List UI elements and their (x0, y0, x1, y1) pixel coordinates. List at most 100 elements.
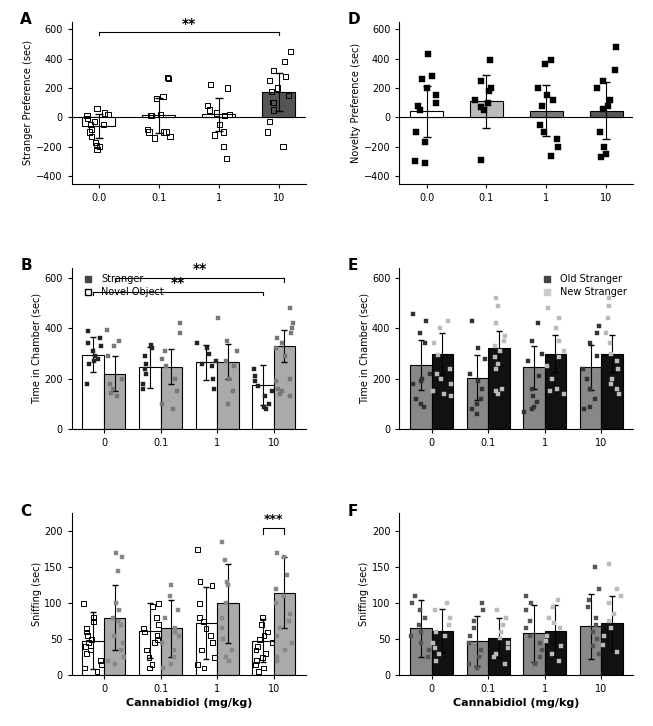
Point (272, 651, 283, 663)
Point (257, 651, 268, 663)
Bar (545, 354, 566, 429)
Point (148, 601, 158, 613)
Point (473, 375, 483, 387)
Point (250, 375, 261, 387)
Point (474, 651, 485, 663)
Point (118, 637, 129, 648)
Point (197, 358, 207, 370)
Point (92, 666, 103, 677)
Point (491, 386, 502, 397)
Point (219, 555, 230, 566)
Point (83, 325, 93, 337)
Point (95, 655, 106, 666)
Point (161, 360, 171, 372)
Point (82, 113, 93, 125)
Point (500, 612, 511, 624)
Point (616, 590, 626, 602)
Point (223, 373, 234, 385)
Bar (590, 111, 623, 118)
Point (261, 404, 271, 415)
Text: D: D (348, 12, 360, 27)
Point (175, 317, 185, 329)
Point (420, 612, 430, 624)
Point (140, 363, 150, 375)
Point (604, 292, 614, 303)
Point (476, 75, 486, 86)
Bar (196, 362, 217, 429)
Point (165, 590, 175, 602)
Bar (82, 355, 104, 429)
Point (502, 637, 513, 648)
Bar (161, 367, 182, 429)
Point (95, 141, 105, 152)
Point (436, 373, 447, 385)
Point (285, 373, 295, 385)
Point (556, 640, 566, 652)
Point (582, 601, 593, 613)
Point (101, 324, 112, 335)
Point (612, 646, 622, 658)
Point (264, 116, 275, 128)
Point (591, 612, 601, 624)
Point (492, 605, 502, 616)
Bar (488, 638, 509, 675)
Point (142, 123, 153, 135)
Point (217, 537, 227, 548)
Point (476, 154, 486, 166)
Bar (470, 101, 503, 118)
Point (86, 131, 97, 142)
Point (276, 338, 287, 349)
X-axis label: Cannabidiol (mg/kg): Cannabidiol (mg/kg) (125, 698, 252, 709)
Bar (580, 367, 601, 429)
Point (201, 623, 212, 635)
Point (603, 312, 613, 324)
Point (520, 623, 531, 635)
Point (285, 327, 296, 339)
Point (534, 651, 545, 663)
Point (223, 82, 233, 94)
Point (89, 116, 99, 128)
Bar (263, 91, 295, 118)
Bar (432, 354, 453, 429)
Point (229, 360, 239, 372)
Point (417, 73, 427, 85)
Bar (601, 354, 623, 429)
Point (500, 658, 510, 670)
Point (422, 49, 433, 60)
Point (476, 644, 486, 656)
Point (195, 597, 205, 609)
Point (157, 637, 168, 648)
Point (278, 141, 288, 152)
Point (496, 627, 506, 638)
Point (545, 150, 556, 161)
Point (138, 378, 148, 390)
Point (422, 82, 432, 94)
Point (490, 648, 501, 659)
Point (145, 110, 155, 121)
Point (594, 320, 604, 332)
Text: **: ** (182, 17, 196, 30)
Point (119, 651, 129, 663)
Point (475, 101, 486, 113)
Point (207, 637, 217, 648)
Point (426, 70, 437, 82)
Point (83, 637, 93, 648)
Point (414, 105, 424, 116)
Point (439, 630, 450, 642)
Bar (104, 374, 125, 429)
Point (140, 627, 150, 638)
Point (490, 340, 500, 352)
Point (221, 355, 231, 367)
Point (285, 391, 295, 402)
Point (411, 126, 421, 138)
Point (267, 637, 278, 648)
Point (114, 605, 124, 616)
Bar (523, 367, 545, 429)
Point (249, 370, 260, 382)
Point (199, 616, 209, 627)
Point (607, 373, 618, 385)
Point (500, 330, 511, 342)
Bar (82, 640, 104, 675)
Bar (252, 385, 274, 429)
Point (138, 623, 149, 635)
